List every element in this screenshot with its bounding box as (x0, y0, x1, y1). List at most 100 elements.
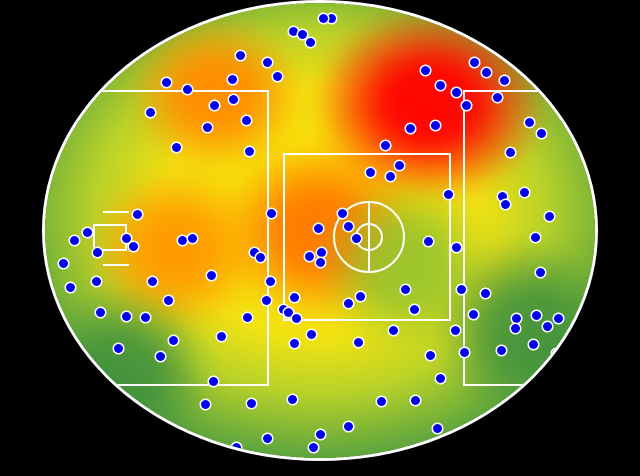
event-dot (113, 343, 123, 353)
event-dot (410, 395, 420, 405)
event-dot (580, 325, 590, 335)
event-dot (246, 398, 256, 408)
event-dot (287, 394, 297, 404)
event-dot (385, 171, 395, 181)
event-dot (510, 323, 520, 333)
event-dot (161, 77, 171, 87)
event-dot (163, 295, 173, 305)
event-dot (216, 331, 226, 341)
event-dot (409, 304, 419, 314)
event-dot (542, 321, 552, 331)
left-behind-post-line-bottom (103, 264, 129, 266)
event-dot (420, 65, 430, 75)
event-dot (505, 147, 515, 157)
event-dot (187, 233, 197, 243)
event-dot (535, 267, 545, 277)
event-dot (145, 107, 155, 117)
event-dot (511, 313, 521, 323)
event-dot (58, 258, 68, 268)
event-dot (481, 67, 491, 77)
event-dot (92, 247, 102, 257)
event-dot (306, 329, 316, 339)
event-dot (147, 276, 157, 286)
event-dot (265, 276, 275, 286)
event-dot (451, 87, 461, 97)
left-50m-arc (45, 90, 269, 386)
event-dot (272, 71, 282, 81)
event-dot (82, 227, 92, 237)
event-dot (551, 348, 561, 358)
event-dot (206, 270, 216, 280)
event-dot (337, 208, 347, 218)
event-dot (231, 442, 241, 452)
event-dot (430, 120, 440, 130)
event-dot (480, 288, 490, 298)
event-dot (241, 115, 251, 125)
event-dot (315, 257, 325, 267)
event-dot (297, 29, 307, 39)
event-dot (177, 235, 187, 245)
event-dot (469, 57, 479, 67)
event-dot (456, 284, 466, 294)
event-dot (261, 295, 271, 305)
event-point-layer (45, 3, 595, 458)
event-dot (289, 338, 299, 348)
event-dot (423, 236, 433, 246)
event-dot (326, 13, 336, 23)
event-dot (182, 84, 192, 94)
event-dot (405, 123, 415, 133)
event-dot (228, 94, 238, 104)
event-dot (468, 309, 478, 319)
event-dot (388, 325, 398, 335)
event-dot (351, 233, 361, 243)
event-dot (242, 312, 252, 322)
event-dot (155, 351, 165, 361)
heat-blob (409, 210, 595, 451)
event-dot (249, 247, 259, 257)
event-dot (497, 191, 507, 201)
event-dot (499, 75, 509, 85)
event-dot (289, 292, 299, 302)
event-dot (202, 122, 212, 132)
event-dot (450, 325, 460, 335)
event-dot (140, 312, 150, 322)
right-50m-arc (463, 90, 595, 386)
left-behind-post-line-top (103, 211, 129, 213)
event-dot (432, 423, 442, 433)
event-dot (435, 373, 445, 383)
event-dot (283, 307, 293, 317)
event-dot (316, 247, 326, 257)
event-dot (132, 209, 142, 219)
centre-line (368, 201, 370, 273)
event-dot (288, 26, 298, 36)
event-dot (244, 146, 254, 156)
event-dot (365, 167, 375, 177)
event-dot (65, 282, 75, 292)
event-dot (121, 233, 131, 243)
event-dot (95, 307, 105, 317)
event-dot (200, 399, 210, 409)
event-dot (462, 441, 472, 451)
event-dot (500, 199, 510, 209)
event-dot (262, 57, 272, 67)
event-dot (266, 208, 276, 218)
event-dot (315, 429, 325, 439)
event-dot (262, 433, 272, 443)
event-dot (171, 142, 181, 152)
event-dot (305, 37, 315, 47)
event-dot (553, 313, 563, 323)
event-dot (121, 311, 131, 321)
event-dot (69, 235, 79, 245)
event-dot (318, 13, 328, 23)
event-dot (168, 335, 178, 345)
event-dot (492, 92, 502, 102)
event-dot (380, 140, 390, 150)
event-dot (209, 100, 219, 110)
event-dot (400, 284, 410, 294)
event-dot (443, 189, 453, 199)
event-dot (435, 80, 445, 90)
event-dot (353, 337, 363, 347)
event-dot (304, 251, 314, 261)
event-dot (128, 241, 138, 251)
